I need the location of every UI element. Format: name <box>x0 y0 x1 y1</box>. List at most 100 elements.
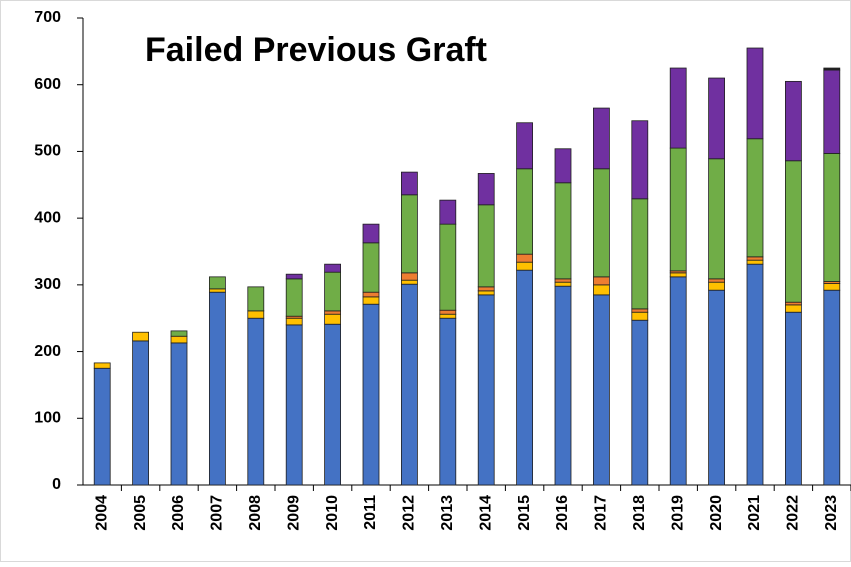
bar-segment <box>362 223 380 244</box>
x-tick-label: 2015 <box>516 495 533 531</box>
bar-segment <box>324 271 342 312</box>
bar-segment <box>93 367 111 486</box>
bar-segment <box>362 242 380 293</box>
bar-segment <box>708 278 725 283</box>
bar-segment <box>823 283 841 291</box>
bar-segment <box>746 263 764 486</box>
bar-segment <box>708 158 725 280</box>
bar-segment <box>669 272 687 278</box>
bar-segment <box>285 317 303 326</box>
bar-segment <box>554 182 572 280</box>
bar-segment <box>785 304 802 313</box>
x-tick-label: 2023 <box>823 495 840 531</box>
bar-segment <box>477 286 495 292</box>
bar-segment <box>823 67 841 71</box>
bar-segment <box>132 340 150 486</box>
bar-segment <box>669 276 687 486</box>
bar-segment <box>669 67 687 149</box>
bar-segment <box>170 330 188 337</box>
bar-segment <box>593 284 610 296</box>
bar-segment <box>746 47 764 140</box>
bar-segment <box>208 291 226 486</box>
bar-segment <box>208 276 226 290</box>
bar-segment <box>631 198 649 310</box>
x-tick-label: 2008 <box>247 495 264 531</box>
bar-segment <box>400 279 418 285</box>
bar-segment <box>631 319 649 486</box>
bar-segment <box>362 303 380 486</box>
y-tick-label: 200 <box>34 343 61 360</box>
bar-segment <box>593 276 610 286</box>
x-tick-label: 2006 <box>170 495 187 531</box>
bar-segment <box>785 301 802 306</box>
bar-segment <box>285 273 303 280</box>
bar-segment <box>477 173 495 206</box>
x-tick-label: 2014 <box>477 495 494 531</box>
bar-segment <box>247 317 265 486</box>
bar-segment <box>208 288 226 293</box>
x-tick-label: 2020 <box>708 495 725 531</box>
bar-segment <box>746 256 764 261</box>
bar-segment <box>362 291 380 298</box>
bar-segment <box>439 199 457 225</box>
bar-segment <box>669 147 687 272</box>
bar-segment <box>477 290 495 296</box>
bar-segment <box>170 335 188 344</box>
x-tick-label: 2011 <box>362 495 379 530</box>
bar-segment <box>477 294 495 486</box>
bar-segment <box>823 69 841 154</box>
x-tick-label: 2007 <box>209 495 226 531</box>
bar-segment <box>516 253 533 263</box>
bar-segment <box>132 331 150 342</box>
y-tick-label: 700 <box>34 9 61 26</box>
x-tick-label: 2005 <box>132 495 149 531</box>
bar-segment <box>631 311 649 321</box>
x-tick-label: 2010 <box>324 495 341 531</box>
y-tick-label: 400 <box>34 209 61 226</box>
bar-segment <box>708 281 725 291</box>
x-tick-label: 2018 <box>631 495 648 531</box>
bar-segment <box>785 80 802 162</box>
bar-segment <box>439 313 457 319</box>
bar-segment <box>400 171 418 196</box>
x-tick-label: 2013 <box>439 495 456 531</box>
bar-segment <box>439 223 457 311</box>
bar-segment <box>439 317 457 486</box>
bar-segment <box>516 269 533 486</box>
bar-segment <box>746 138 764 258</box>
x-tick-label: 2012 <box>401 495 418 531</box>
y-tick-label: 500 <box>34 143 61 160</box>
y-tick-label: 0 <box>52 476 61 493</box>
bar-segment <box>285 278 303 317</box>
bar-segment <box>593 294 610 486</box>
bar-segment <box>708 289 725 486</box>
bar-segment <box>823 289 841 486</box>
bar-segment <box>708 77 725 160</box>
bar-segment <box>785 160 802 303</box>
bar-segment <box>516 122 533 170</box>
y-tick-label: 300 <box>34 276 61 293</box>
bar-segment <box>593 168 610 278</box>
bar-segment <box>247 310 265 319</box>
x-tick-label: 2017 <box>593 495 610 531</box>
bar-segment <box>554 285 572 486</box>
bar-segment <box>631 120 649 200</box>
bar-segment <box>554 281 572 287</box>
bar-segment <box>170 342 188 486</box>
bar-segment <box>439 309 457 315</box>
bar-segment <box>400 283 418 486</box>
bar-segment <box>554 278 572 283</box>
bar-segment <box>362 296 380 305</box>
x-tick-label: 2022 <box>785 495 802 531</box>
bar-segment <box>324 323 342 486</box>
bar-segment <box>324 313 342 325</box>
y-tick-label: 600 <box>34 76 61 93</box>
bar-segment <box>324 310 342 315</box>
bar-segment <box>785 311 802 486</box>
x-tick-label: 2009 <box>285 495 302 531</box>
bar-segment <box>631 308 649 313</box>
bar-segment <box>516 261 533 271</box>
bar-segment <box>477 204 495 288</box>
x-tick-label: 2021 <box>746 495 763 531</box>
